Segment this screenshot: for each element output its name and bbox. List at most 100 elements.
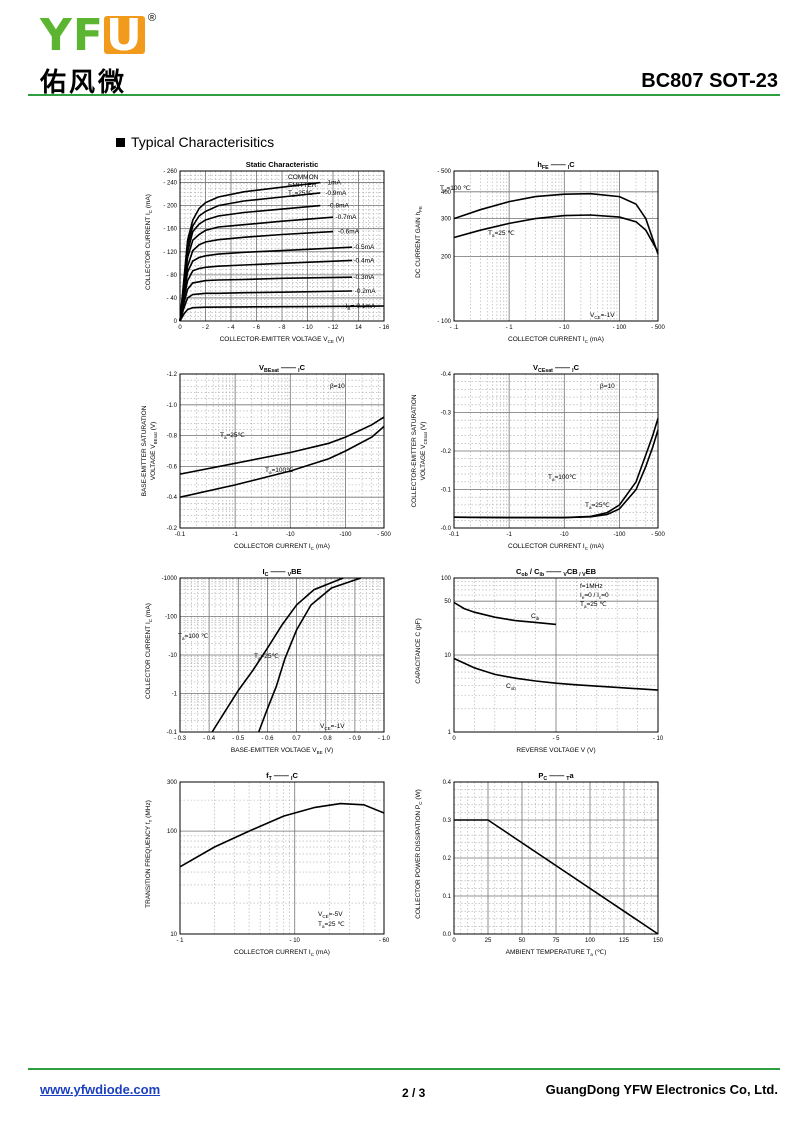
static-series-label: -0.6mA [338, 229, 360, 236]
static-series-line [179, 246, 353, 322]
vbesat-series-label: Ta=100℃ [265, 467, 294, 475]
vbesat-ytick-label: -0.4 [167, 495, 178, 501]
static-title: Static Characteristic [246, 160, 319, 169]
hfe-xtick-label: - 100 [613, 325, 627, 331]
ft-series-line [179, 802, 385, 868]
footer-divider [28, 1068, 780, 1070]
static-series-line [179, 276, 353, 322]
icvbe-ytick-label: -10 [168, 653, 177, 659]
ft-chart: - 1 - 10 - 60 10 100 300 fT —— IC COLLECTOR CUR… [145, 771, 390, 957]
hfe-series-label: Ta=25 ℃ [488, 230, 515, 238]
icvbe-xtick-label: - 0.3 [174, 736, 187, 742]
pc-yaxis-label-text: COLLECTOR POWER DISSIPATION PC (W) [415, 789, 423, 919]
icvbe-series-line [257, 577, 361, 733]
cap-title: Cob / Cib —— VCB / VEB [516, 567, 597, 578]
icvbe-ytick-label: -1 [172, 692, 178, 698]
cap-grid [453, 577, 659, 733]
pc-xtick-label: 25 [485, 938, 492, 944]
vbesat-ytick-label: -0.2 [167, 526, 178, 532]
cap-ytick-label: 50 [444, 599, 451, 605]
cap-ytick-label: 1 [448, 730, 452, 736]
hfe-ytick-label: 400 [441, 190, 452, 196]
page-number: 2 / 3 [402, 1086, 426, 1100]
hfe-ytick-label: - 100 [437, 319, 451, 325]
static-series-label: -0.2mA [355, 288, 377, 295]
static-grid [179, 170, 385, 322]
vbesat-series-line [179, 425, 385, 498]
static-ytick-label: - 240 [163, 181, 177, 187]
static-xtick-label: - 2 [202, 325, 210, 331]
website-link[interactable]: www.yfwdiode.com [40, 1082, 161, 1097]
static-yaxis-label: COLLECTOR CURRENT IC (mA) [145, 194, 153, 290]
static-xtick-label: 0 [178, 325, 182, 331]
icvbe-xtick-label: - 0.8 [320, 736, 333, 742]
hfe-xtick-label: - 10 [559, 325, 570, 331]
icvbe-xtick-label: 0.7 [292, 736, 301, 742]
icvbe-xtick-label: - 1.0 [378, 736, 391, 742]
icvbe-title: IC —— VBE [263, 567, 302, 578]
brand-logo: YFU [40, 14, 145, 58]
vcesat-xtick-label: -1 [506, 532, 512, 538]
hfe-ytick-label: - 500 [437, 169, 451, 175]
ft-xtick-label: - 60 [379, 938, 390, 944]
vbesat-yaxis-label-line: BASE-EMITTER SATURATION [141, 405, 148, 496]
cap-xaxis-label: REVERSE VOLTAGE V (V) [516, 747, 595, 754]
icvbe-xtick-label: - 0.4 [203, 736, 216, 742]
hfe-chart: - .1 - 1 - 10 - 100 - 500 - 100 200 300 400 - 500… [415, 160, 665, 344]
static-xtick-label: - 10 [302, 325, 313, 331]
ft-xtick-label: - 10 [290, 938, 301, 944]
vcesat-chart: -0.1 -1 -10 -100- 500-0.0-0.1-0.2-0.3-0.4VC… [411, 363, 665, 551]
static-ytick-label: - 40 [167, 296, 178, 302]
vcesat-plot-frame [453, 373, 659, 529]
cap-ytick-label: 10 [444, 653, 451, 659]
static-annotation: EMITTER [288, 182, 317, 189]
ft-ytick-label: 300 [167, 780, 178, 786]
static-ytick-label: - 120 [163, 250, 177, 256]
icvbe-grid [179, 577, 385, 733]
static-series-label: -0.5mA [353, 244, 375, 251]
vbesat-yaxis-label: BASE-EMITTER SATURATION VOLTAGE VBEsat (V… [141, 405, 158, 496]
hfe-xtick-label: - .1 [450, 325, 459, 331]
vcesat-ytick-label: -0.1 [441, 488, 452, 494]
bullet-square-icon [116, 138, 125, 147]
static-ytick-label: - 80 [167, 273, 178, 279]
pc-ytick-label: 0.2 [443, 856, 452, 862]
ft-yaxis-label-text: TRANSITION FREQUENCY fT (MHz) [145, 800, 153, 908]
cap-yaxis-label: CAPACITANCE C (pF) [415, 618, 422, 684]
static-series-label: -1mA [325, 180, 341, 187]
icvbe-ytick-label: -1000 [162, 576, 178, 582]
header: YFU ® 佑风微 BC807 SOT-23 [0, 0, 800, 100]
hfe-grid [453, 170, 659, 322]
pc-xtick-label: 150 [653, 938, 664, 944]
static-series-line [179, 305, 385, 322]
cap-chart: 0 - 5 - 10 1 10 50 100 Cob / Cib —— VCB / VEB RE… [415, 567, 664, 754]
static-series-line [179, 259, 353, 322]
vcesat-xtick-label: -10 [560, 532, 569, 538]
static-xtick-label: - 16 [379, 325, 390, 331]
vcesat-yaxis-label-line: VOLTAGE VCEsat (V) [420, 422, 428, 481]
cap-ytick-label: 100 [441, 576, 452, 582]
logo-letter-u: U [103, 10, 145, 61]
pc-yaxis-label: COLLECTOR POWER DISSIPATION PC (W) [415, 789, 423, 919]
vcesat-xtick-label: -100 [613, 532, 626, 538]
hfe-series-line [453, 192, 659, 255]
icvbe-ytick-label: -100 [165, 615, 178, 621]
section-title: Typical Characterisitics [116, 134, 274, 150]
icvbe-xtick-label: - 0.6 [261, 736, 274, 742]
hfe-xaxis-label: COLLECTOR CURRENT IC (mA) [508, 336, 604, 344]
icvbe-chart: - 0.3 - 0.4 - 0.5 - 0.6 0.7 - 0.8 - 0.9 - 1.0 -0… [145, 567, 391, 755]
company-name: GuangDong YFW Electronics Co, Ltd. [545, 1082, 778, 1097]
static-xtick-label: - 4 [227, 325, 235, 331]
cap-annotation: f=1MHz [580, 583, 603, 590]
static-xtick-label: - 8 [278, 325, 286, 331]
static-series-line [179, 290, 353, 322]
hfe-yaxis-label-text: DC CURRENT GAIN hFE [415, 206, 423, 278]
cap-xtick-label: - 5 [552, 736, 560, 742]
icvbe-ytick-label: -0.1 [167, 730, 178, 736]
ft-xaxis-label: COLLECTOR CURRENT IC (mA) [234, 949, 330, 957]
static-series-label: -0.9mA [325, 190, 347, 197]
hfe-annotation: VCE=-1V [590, 312, 615, 320]
vcesat-series-line [453, 418, 659, 519]
vbesat-series-line [179, 416, 385, 475]
static-ytick-label: - 260 [163, 169, 177, 175]
